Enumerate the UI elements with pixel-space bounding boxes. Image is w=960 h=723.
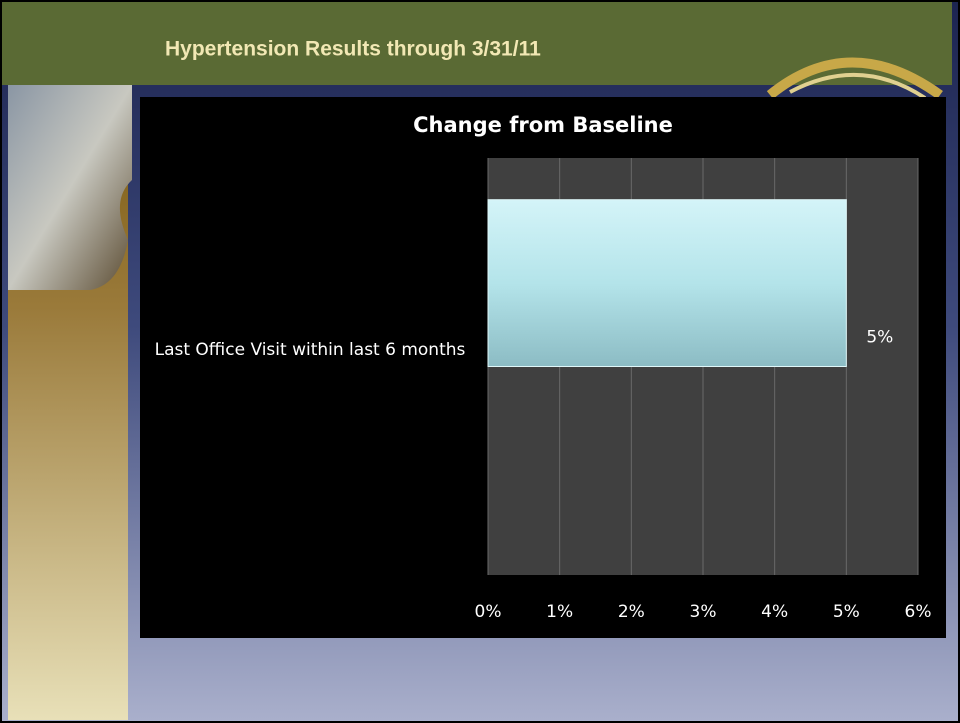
slide-title: Hypertension Results through 3/31/11 — [165, 38, 541, 61]
bar — [487, 199, 847, 367]
x-tick-label: 2% — [618, 602, 645, 622]
decoration — [789, 72, 927, 100]
photo — [8, 85, 132, 290]
x-tick-label: 3% — [690, 602, 717, 622]
x-tick-label: 4% — [761, 602, 788, 622]
x-tick-label: 5% — [833, 602, 860, 622]
title-band — [1, 1, 952, 85]
x-tick-label: 1% — [546, 602, 573, 622]
x-tick-label: 6% — [905, 602, 932, 622]
value-label: 5% — [866, 327, 893, 347]
chart-title: Change from Baseline — [413, 113, 673, 137]
category-label-box: Last Office Visit within last 6 months — [154, 339, 466, 360]
category-label: Last Office Visit within last 6 months — [154, 339, 466, 360]
x-tick-label: 0% — [475, 602, 502, 622]
decoration — [766, 57, 943, 100]
